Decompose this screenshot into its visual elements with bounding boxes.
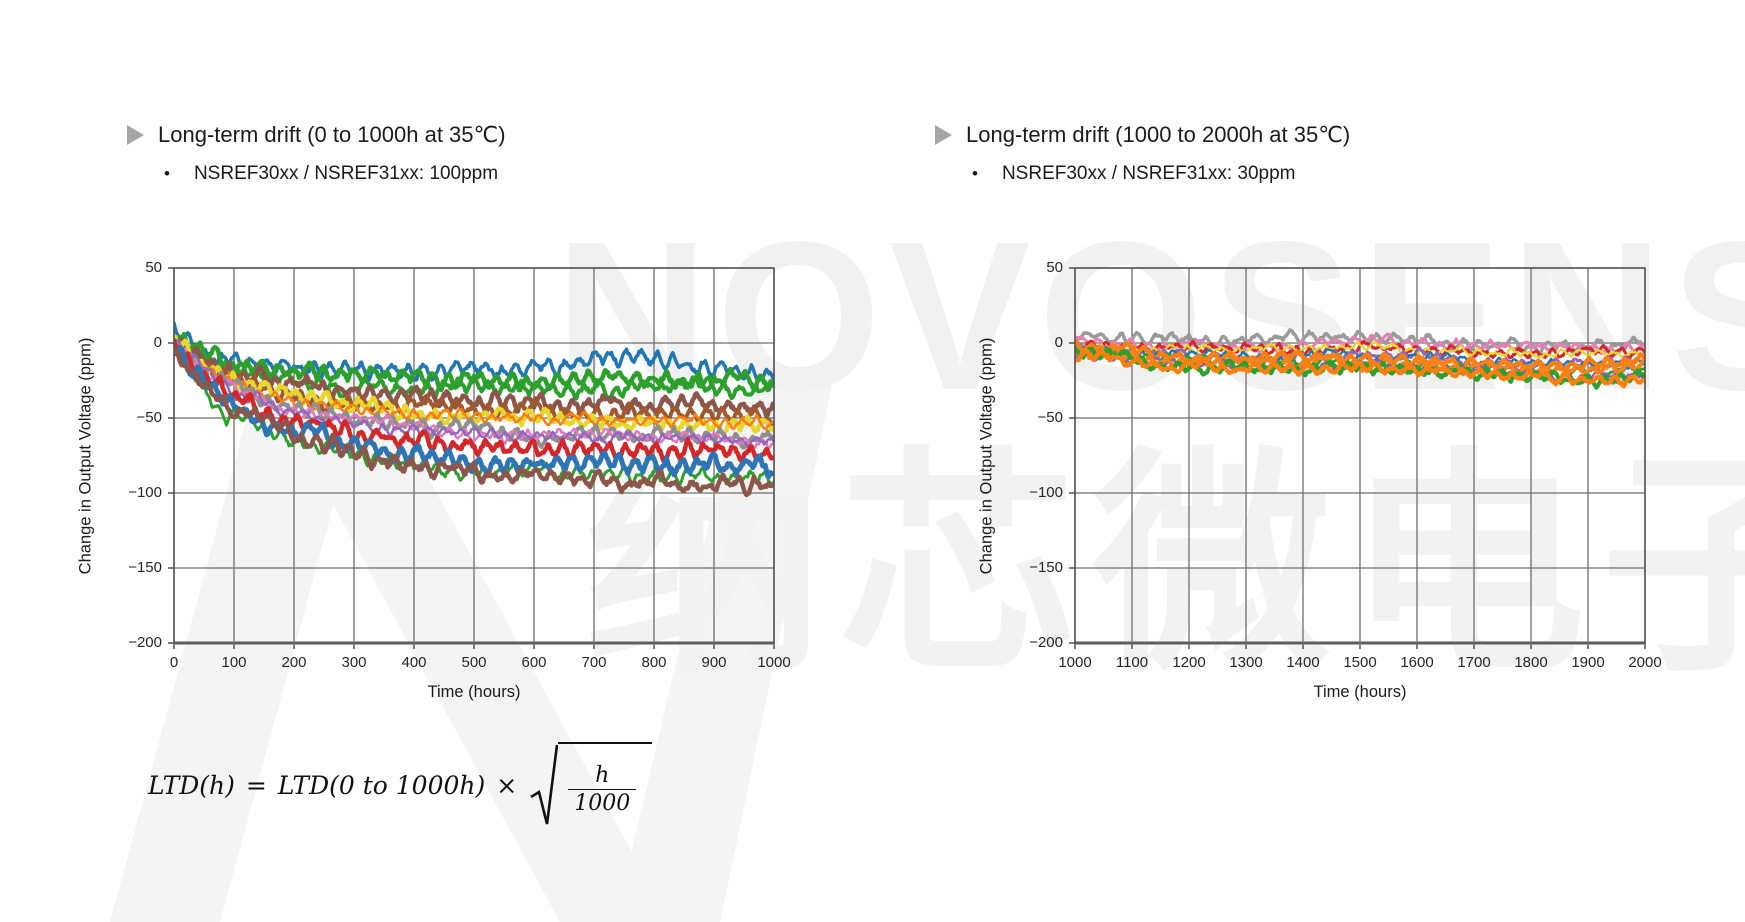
- triangle-bullet-icon: [127, 125, 144, 145]
- triangle-bullet-icon: [935, 125, 952, 145]
- dot-bullet-icon: •: [972, 164, 978, 183]
- x-tick-label: 400: [401, 654, 427, 671]
- x-tick-label: 1000: [1058, 654, 1092, 671]
- x-tick-label: 0: [169, 654, 179, 671]
- section-right-heading: Long-term drift (1000 to 2000h at 35℃) •…: [935, 122, 1350, 185]
- y-tick-label: 50: [1046, 259, 1063, 276]
- x-tick-label: 200: [281, 654, 307, 671]
- x-tick-label: 1000: [757, 654, 791, 671]
- formula-times: ×: [496, 771, 518, 800]
- dot-bullet-icon: •: [164, 164, 170, 183]
- formula-equals: =: [245, 771, 267, 800]
- fraction-denominator: 1000: [568, 788, 637, 816]
- x-tick-label: 1200: [1172, 654, 1206, 671]
- plot-area-canvas: [1063, 256, 1657, 655]
- x-tick-label: 1100: [1115, 654, 1149, 671]
- x-tick-label: 500: [461, 654, 487, 671]
- x-tick-label: 700: [581, 654, 607, 671]
- radical-sign-icon: [530, 744, 559, 825]
- y-tick-label: 0: [153, 334, 162, 351]
- section-left-heading: Long-term drift (0 to 1000h at 35℃) • NS…: [127, 122, 506, 185]
- y-tick-label: −150: [128, 559, 162, 576]
- section-bullet-text: NSREF30xx / NSREF31xx: 30ppm: [1001, 163, 1296, 184]
- y-tick-label: −50: [136, 409, 162, 426]
- section-title: Long-term drift (1000 to 2000h at 35℃): [966, 122, 1351, 147]
- x-tick-label: 1700: [1457, 654, 1491, 671]
- x-tick-label: 900: [701, 654, 727, 671]
- x-tick-label: 1600: [1400, 654, 1434, 671]
- x-tick-label: 1400: [1286, 654, 1320, 671]
- x-tick-label: 1900: [1571, 654, 1605, 671]
- x-tick-label: 600: [521, 654, 547, 671]
- formula-square-root: h 1000: [530, 742, 653, 829]
- x-axis-label: Time (hours): [427, 683, 521, 701]
- y-tick-label: 0: [1054, 334, 1063, 351]
- x-tick-label: 2000: [1628, 654, 1662, 671]
- fraction-numerator: h: [595, 763, 610, 789]
- y-tick-label: −50: [1037, 409, 1063, 426]
- x-tick-label: 1300: [1229, 654, 1263, 671]
- section-bullet-text: NSREF30xx / NSREF31xx: 100ppm: [193, 163, 499, 184]
- x-axis-label: Time (hours): [1313, 683, 1407, 701]
- y-tick-label: −150: [1029, 559, 1063, 576]
- y-axis-label: Change in Output Voltage (ppm): [977, 337, 996, 574]
- y-tick-label: −200: [1029, 634, 1063, 651]
- x-tick-label: 1500: [1343, 654, 1377, 671]
- y-tick-label: −100: [128, 484, 162, 501]
- x-tick-label: 300: [341, 654, 367, 671]
- ltd-formula: LTD(h) = LTD(0 to 1000h) × h 1000: [148, 742, 653, 829]
- y-tick-label: 50: [145, 259, 162, 276]
- plot-area-canvas: [162, 256, 786, 655]
- section-title: Long-term drift (0 to 1000h at 35℃): [158, 122, 506, 147]
- formula-rhs: LTD(0 to 1000h): [277, 771, 486, 800]
- x-tick-label: 800: [641, 654, 667, 671]
- x-tick-label: 1800: [1514, 654, 1548, 671]
- x-tick-label: 100: [221, 654, 247, 671]
- y-tick-label: −200: [128, 634, 162, 651]
- y-tick-label: −100: [1029, 484, 1063, 501]
- formula-lhs: LTD(h): [148, 771, 235, 800]
- formula-fraction: h 1000: [568, 763, 637, 816]
